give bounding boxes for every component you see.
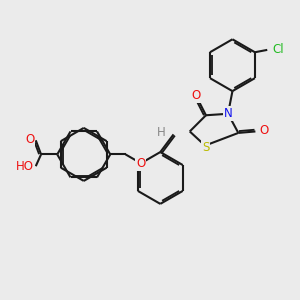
- Text: N: N: [224, 107, 233, 120]
- Text: O: O: [136, 157, 146, 170]
- Text: O: O: [25, 133, 34, 146]
- Text: O: O: [192, 89, 201, 102]
- Text: H: H: [157, 126, 165, 140]
- Text: HO: HO: [16, 160, 34, 173]
- Text: S: S: [202, 141, 209, 154]
- Text: O: O: [259, 124, 268, 137]
- Text: Cl: Cl: [273, 44, 284, 56]
